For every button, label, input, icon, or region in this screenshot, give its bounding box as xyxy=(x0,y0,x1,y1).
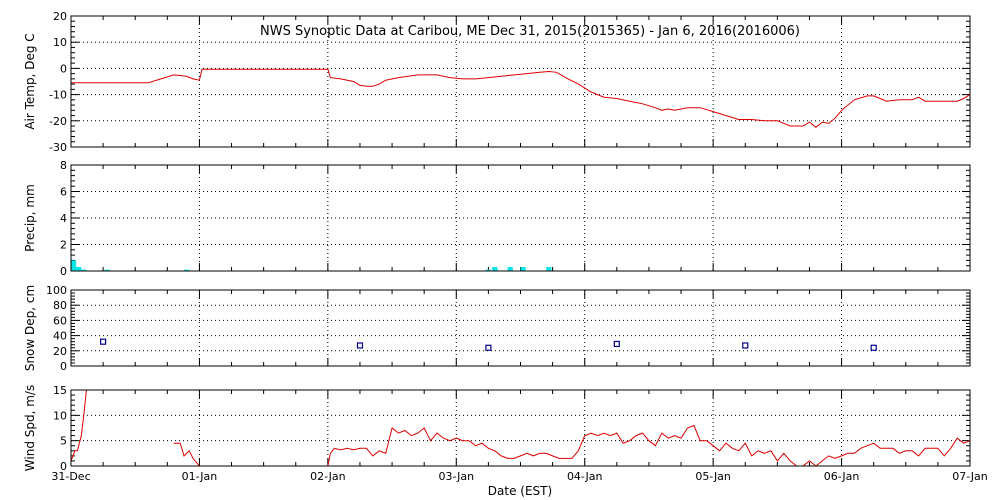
snow-depth-point xyxy=(100,338,107,345)
snow-depth-point xyxy=(356,342,364,349)
x-tick-label: 02-Jan xyxy=(310,470,346,483)
series-line xyxy=(71,390,87,462)
y-tick-label: 10 xyxy=(53,36,67,49)
precip-bar xyxy=(184,269,190,271)
chart-title: NWS Synoptic Data at Caribou, ME Dec 31,… xyxy=(260,24,800,39)
y-tick-label: 0 xyxy=(60,360,67,373)
panel-snow-depth: 0 20 40 60 80 100 Snow Dep, cm xyxy=(23,284,971,373)
precip-bar xyxy=(492,267,498,271)
x-axis-title: Date (EST) xyxy=(488,484,552,498)
precip-bar xyxy=(520,267,526,271)
y-tick-label: 20 xyxy=(53,10,67,23)
y-tick-label: 15 xyxy=(53,384,67,397)
precip-bar xyxy=(81,269,87,271)
panel-data xyxy=(71,68,970,128)
y-tick-label: 5 xyxy=(60,435,67,448)
x-tick-label: 31-Dec xyxy=(51,470,90,483)
y-axis-title: Air Temp, Deg C xyxy=(23,33,37,129)
precip-bar xyxy=(104,269,110,271)
x-tick-label: 05-Jan xyxy=(695,470,731,483)
precip-bar xyxy=(71,260,77,271)
panel-wind-speed: 0 5 10 15 Wind Spd, m/s 31-Dec 01-Jan 02-Jan 03-… xyxy=(23,384,988,483)
x-tick-label: 03-Jan xyxy=(439,470,475,483)
y-axis-title: Precip, mm xyxy=(23,184,37,252)
panel-data xyxy=(71,390,970,466)
y-tick-label: 80 xyxy=(53,299,67,312)
y-tick-label: 6 xyxy=(60,186,67,199)
x-tick-label: 06-Jan xyxy=(824,470,860,483)
y-tick-label: 2 xyxy=(60,239,67,252)
y-tick-label: 0 xyxy=(60,62,67,75)
x-tick-label: 01-Jan xyxy=(182,470,218,483)
series-line xyxy=(327,424,970,466)
panel-data xyxy=(71,260,552,271)
snow-depth-point xyxy=(613,340,620,348)
panel-frame xyxy=(70,389,971,467)
snow-depth-point xyxy=(870,344,877,351)
y-tick-label: 8 xyxy=(60,159,67,172)
y-tick-label: 20 xyxy=(53,345,67,358)
x-tick-label: 07-Jan xyxy=(952,470,988,483)
y-tick-label: -10 xyxy=(49,89,67,102)
panel-frame xyxy=(70,289,971,367)
y-axis-title: Wind Spd, m/s xyxy=(23,385,37,471)
precip-bar xyxy=(76,267,82,271)
y-tick-label: 10 xyxy=(53,409,67,422)
panel-frame xyxy=(70,15,971,148)
y-axis-title: Snow Dep, cm xyxy=(23,285,37,371)
y-tick-label: -30 xyxy=(49,141,67,154)
y-tick-label: 100 xyxy=(46,284,67,297)
series-line xyxy=(71,68,970,128)
series-line xyxy=(173,442,200,466)
chart-panels: -30 -20 -10 0 10 20 Air Temp, Deg C 0 2 4 6 8 Precip… xyxy=(23,10,988,483)
y-tick-label: 60 xyxy=(53,314,67,327)
x-tick-label: 04-Jan xyxy=(567,470,603,483)
y-tick-label: 0 xyxy=(60,460,67,473)
panel-precip: 0 2 4 6 8 Precip, mm xyxy=(23,159,971,278)
snow-depth-point xyxy=(485,344,492,351)
precip-bar xyxy=(485,269,491,271)
panel-data xyxy=(100,338,877,351)
y-tick-label: 0 xyxy=(60,265,67,278)
precip-bar xyxy=(546,267,552,271)
precip-bar xyxy=(507,267,513,271)
panel-air-temp: -30 -20 -10 0 10 20 Air Temp, Deg C xyxy=(23,10,971,154)
y-tick-label: 4 xyxy=(60,212,67,225)
snow-depth-point xyxy=(742,342,749,349)
y-tick-label: -20 xyxy=(49,115,67,128)
panel-frame xyxy=(70,164,971,272)
y-tick-label: 40 xyxy=(53,330,67,343)
